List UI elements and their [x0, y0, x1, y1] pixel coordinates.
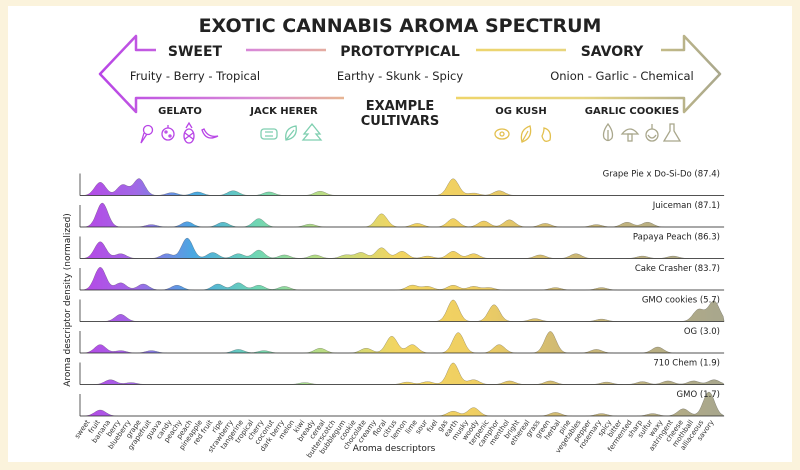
- series-label: 710 Chem (1.9): [653, 359, 720, 369]
- cultivar-name: JACK HERER: [249, 106, 318, 117]
- cultivar-name: OG KUSH: [495, 106, 546, 117]
- flask-icon: [662, 123, 682, 142]
- density-area: [79, 331, 725, 354]
- prototypical-heading: PROTOTYPICAL: [340, 44, 460, 60]
- density-area: [79, 362, 725, 385]
- cultivar-name: GELATO: [158, 106, 202, 117]
- series-label: Cake Crasher (83.7): [635, 264, 720, 274]
- gelato-icons: [140, 121, 219, 144]
- ridgeline-plot: Grape Pie x Do-Si-Do (87.4) Juiceman (87.…: [79, 170, 725, 417]
- ridge-series: Cake Crasher (83.7): [79, 264, 725, 291]
- savory-subtitle: Onion - Garlic - Chemical: [550, 69, 694, 83]
- examples-label-line2: CULTIVARS: [361, 114, 440, 129]
- series-label: GMO (1.7): [677, 390, 720, 400]
- ridge-series: Grape Pie x Do-Si-Do (87.4): [79, 170, 725, 196]
- ridge-series: Papaya Peach (86.3): [79, 233, 725, 259]
- wood-icon: [260, 128, 278, 140]
- label-bg: [344, 92, 456, 128]
- sweet-subtitle: Fruity - Berry - Tropical: [130, 69, 260, 83]
- ridge-series: OG (3.0): [79, 327, 725, 354]
- mushroom-icon: [620, 128, 640, 142]
- prototypical-subtitle: Earthy - Skunk - Spicy: [337, 69, 464, 83]
- y-axis-label: Aroma descriptor density (normalized): [63, 213, 73, 387]
- ridge-series: GMO (1.7): [79, 390, 725, 417]
- label-bg: [156, 40, 246, 60]
- density-area: [79, 237, 725, 259]
- x-axis-label: Aroma descriptors: [353, 444, 436, 454]
- series-label: OG (3.0): [684, 327, 720, 337]
- density-area: [79, 178, 725, 196]
- infographic-card: EXOTIC CANNABIS AROMA SPECTRUM SWEET Fru…: [8, 6, 792, 462]
- garlic-icon: [602, 122, 614, 142]
- cultivar-name: GARLIC COOKIES: [585, 106, 679, 117]
- jack-herer-icons: [260, 122, 323, 141]
- berry-icon: [161, 125, 175, 141]
- density-area: [79, 202, 725, 228]
- banana-icon: [201, 128, 219, 139]
- series-label: Juiceman (87.1): [652, 201, 720, 211]
- ridge-series: GMO cookies (5.7): [79, 296, 725, 322]
- label-bg: [326, 40, 476, 60]
- sweet-heading: SWEET: [168, 44, 223, 60]
- spectrum-arrow: [98, 34, 722, 114]
- ridge-series: Juiceman (87.1): [79, 201, 725, 228]
- chart-svg: EXOTIC CANNABIS AROMA SPECTRUM SWEET Fru…: [63, 15, 725, 459]
- series-label: Papaya Peach (86.3): [633, 233, 720, 243]
- lemon-icon: [494, 128, 510, 140]
- x-tick-labels: sweetfruitbananaberryblueberrygrapegrape…: [73, 418, 715, 459]
- ridge-series: 710 Chem (1.9): [79, 359, 725, 385]
- density-area: [79, 299, 725, 322]
- garlic-cookies-icons: [602, 122, 682, 142]
- ice-cream-icon: [140, 124, 154, 144]
- pine-icon: [301, 122, 323, 141]
- leaf-icon: [285, 125, 297, 141]
- pineapple-icon: [183, 121, 195, 144]
- label-bg: [566, 40, 661, 60]
- onion-icon: [645, 124, 659, 142]
- leaf-icon: [520, 125, 532, 143]
- density-area: [79, 266, 725, 291]
- pepper-icon: [541, 127, 552, 142]
- series-label: Grape Pie x Do-Si-Do (87.4): [603, 170, 720, 180]
- density-area: [79, 391, 725, 417]
- examples-label-line1: EXAMPLE: [366, 99, 435, 114]
- savory-heading: SAVORY: [581, 44, 644, 60]
- series-label: GMO cookies (5.7): [642, 296, 720, 306]
- chart-title: EXOTIC CANNABIS AROMA SPECTRUM: [199, 15, 602, 37]
- og-kush-icons: [494, 125, 552, 143]
